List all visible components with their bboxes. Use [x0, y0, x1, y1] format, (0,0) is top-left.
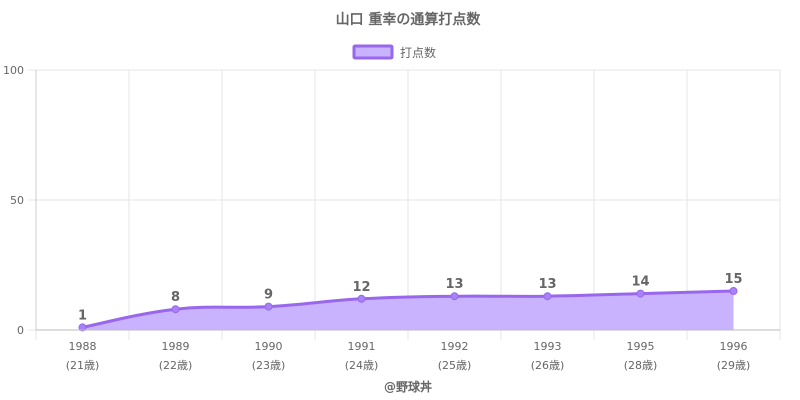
data-label: 13: [445, 277, 463, 292]
footer-credit: @野球丼: [384, 379, 432, 394]
x-tick-sublabel: (22歳): [159, 359, 193, 372]
y-tick-label: 100: [3, 64, 24, 77]
series-line: [82, 289, 734, 329]
x-tick-label: 1992: [441, 340, 469, 353]
data-label: 12: [352, 280, 370, 295]
data-points: [78, 287, 738, 332]
x-tick-label: 1995: [627, 340, 655, 353]
legend-label: 打点数: [400, 45, 436, 60]
x-axis: 1988 (21歳) 1989 (22歳) 1990 (23歳) 1991 (24歳) 1992…: [36, 329, 780, 372]
x-tick-label: 1990: [255, 340, 283, 353]
x-tick-sublabel: (29歳): [717, 359, 751, 372]
legend: 打点数: [352, 44, 436, 60]
data-point[interactable]: [171, 305, 180, 314]
x-tick-sublabel: (26歳): [531, 359, 565, 372]
x-tick-label: 1991: [348, 340, 376, 353]
data-point[interactable]: [357, 294, 366, 303]
data-point[interactable]: [729, 287, 738, 295]
x-tick-label: 1988: [69, 340, 97, 353]
x-tick-sublabel: (25歳): [438, 359, 472, 372]
y-tick-label: 50: [10, 194, 24, 207]
data-label: 13: [538, 277, 556, 292]
legend-swatch: [352, 44, 394, 60]
x-tick-sublabel: (21歳): [66, 359, 100, 372]
data-point[interactable]: [543, 292, 552, 301]
x-tick-sublabel: (24歳): [345, 359, 379, 372]
data-labels: 1 8 9 12 13 13 14 15: [78, 272, 743, 323]
data-label: 14: [631, 275, 649, 290]
area-series: [82, 289, 734, 330]
x-tick-sublabel: (28歳): [624, 359, 658, 372]
data-label: 1: [78, 308, 87, 323]
data-label: 15: [724, 272, 742, 287]
area-fill: [82, 291, 734, 330]
data-point[interactable]: [636, 289, 645, 298]
data-label: 9: [264, 288, 273, 303]
data-point[interactable]: [264, 302, 273, 311]
y-axis: 0 50 100: [3, 64, 37, 337]
data-label: 8: [171, 290, 180, 305]
data-point[interactable]: [450, 292, 459, 301]
y-tick-label: 0: [17, 324, 24, 337]
data-point[interactable]: [78, 323, 87, 332]
chart-title: 山口 重幸の通算打点数: [336, 11, 482, 28]
x-tick-sublabel: (23歳): [252, 359, 286, 372]
x-tick-label: 1989: [162, 340, 190, 353]
x-tick-label: 1996: [720, 340, 748, 353]
x-tick-label: 1993: [534, 340, 562, 353]
